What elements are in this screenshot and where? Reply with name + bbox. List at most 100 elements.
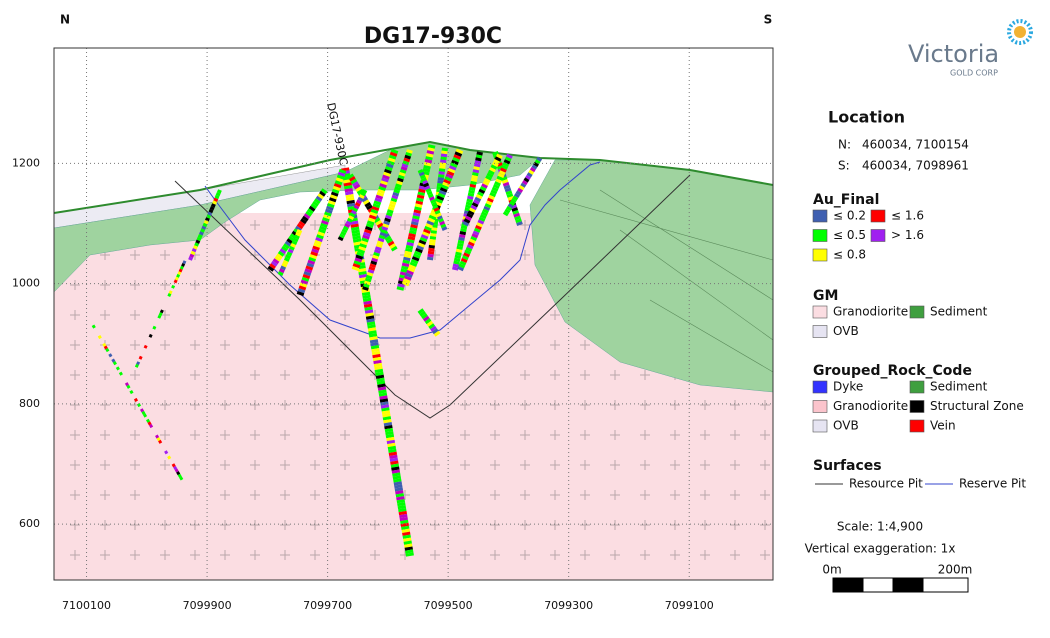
drill-interval — [512, 209, 519, 215]
drill-interval — [354, 257, 363, 263]
drill-interval — [409, 261, 418, 268]
drill-interval — [402, 160, 410, 166]
drill-interval — [470, 180, 477, 186]
legend-label: ≤ 1.6 — [891, 209, 924, 223]
drill-interval — [167, 293, 172, 297]
legend-title: Grouped_Rock_Code — [813, 363, 972, 379]
drill-interval — [477, 219, 485, 225]
drill-interval — [400, 268, 408, 273]
drill-interval — [471, 202, 479, 208]
drill-interval — [173, 279, 178, 284]
drill-interval — [364, 277, 372, 283]
drill-interval — [465, 215, 472, 221]
drill-interval — [182, 260, 187, 265]
drill-interval — [505, 190, 513, 196]
drill-interval — [517, 187, 524, 193]
drill-interval — [485, 175, 492, 181]
drill-interval — [366, 204, 373, 211]
drill-interval — [454, 254, 462, 259]
drill-interval — [452, 263, 460, 268]
drill-interval — [369, 211, 378, 217]
drill-interval — [430, 199, 436, 204]
drill-interval — [418, 171, 425, 177]
drill-interval — [148, 333, 153, 338]
legend-label: Sediment — [930, 305, 988, 319]
drill-interval — [361, 196, 369, 203]
drill-interval — [312, 245, 320, 251]
drill-interval — [353, 183, 361, 190]
drill-interval — [457, 242, 464, 248]
drill-interval — [424, 185, 431, 191]
drill-interval — [334, 180, 343, 186]
drill-interval — [437, 215, 443, 221]
drill-interval — [330, 191, 339, 197]
drill-interval — [365, 223, 374, 229]
drill-interval — [306, 262, 315, 268]
drill-interval — [345, 220, 352, 226]
drill-interval — [295, 231, 302, 237]
drill-interval — [385, 166, 393, 172]
drill-interval — [407, 238, 415, 244]
drill-interval — [388, 203, 396, 209]
drill-interval — [155, 434, 160, 439]
drill-interval — [403, 253, 412, 259]
drill-interval — [478, 216, 486, 222]
drill-interval — [314, 239, 322, 246]
drill-interval — [501, 179, 509, 184]
drill-interval — [352, 207, 359, 213]
drill-interval — [450, 162, 458, 168]
y-tick-label: 1000 — [12, 277, 40, 290]
drill-interval — [394, 186, 401, 191]
drill-interval — [442, 181, 450, 188]
drill-interval — [507, 195, 515, 201]
legend-label: ≤ 0.8 — [833, 248, 866, 262]
drill-interval — [384, 168, 392, 174]
drill-interval — [353, 204, 360, 210]
drill-interval — [418, 188, 426, 194]
drill-interval — [308, 256, 317, 263]
legend-label: Vein — [930, 419, 956, 433]
drill-interval — [523, 177, 530, 183]
drill-interval — [422, 167, 431, 173]
drill-interval — [423, 182, 430, 188]
drill-interval — [536, 156, 543, 162]
drill-interval — [134, 363, 139, 368]
x-tick-label: 7099500 — [424, 599, 473, 612]
drill-interval — [360, 191, 366, 197]
drill-interval — [352, 263, 361, 269]
drill-interval — [425, 223, 433, 229]
drill-interval — [491, 161, 499, 168]
drill-interval — [462, 220, 470, 227]
drill-interval — [216, 189, 222, 194]
drill-interval — [512, 195, 519, 201]
legend-swatch — [812, 305, 828, 319]
drill-interval — [356, 188, 364, 195]
drill-interval — [460, 225, 468, 230]
drill-interval — [200, 228, 206, 233]
drill-interval — [277, 250, 285, 257]
drill-interval — [339, 233, 345, 239]
drill-interval — [133, 397, 139, 402]
drill-interval — [401, 280, 410, 287]
drill-interval — [427, 193, 434, 199]
drill-interval — [421, 231, 430, 237]
reserve-pit — [204, 161, 601, 339]
x-tick-label: 7099300 — [544, 599, 593, 612]
drill-interval — [290, 243, 297, 248]
drill-interval — [431, 328, 439, 335]
drill-interval — [288, 235, 295, 242]
drill-interval — [212, 200, 218, 205]
drill-interval — [141, 410, 146, 416]
drill-interval — [489, 192, 497, 198]
drill-interval — [336, 174, 345, 180]
drill-interval — [103, 345, 108, 350]
drill-interval — [319, 225, 327, 231]
drill-interval — [380, 180, 388, 186]
drill-interval — [171, 284, 176, 289]
drill-interval — [333, 183, 342, 189]
drill-interval — [403, 256, 411, 262]
drill-interval — [359, 243, 367, 249]
resource-pit — [174, 174, 691, 419]
drill-interval — [443, 178, 451, 185]
